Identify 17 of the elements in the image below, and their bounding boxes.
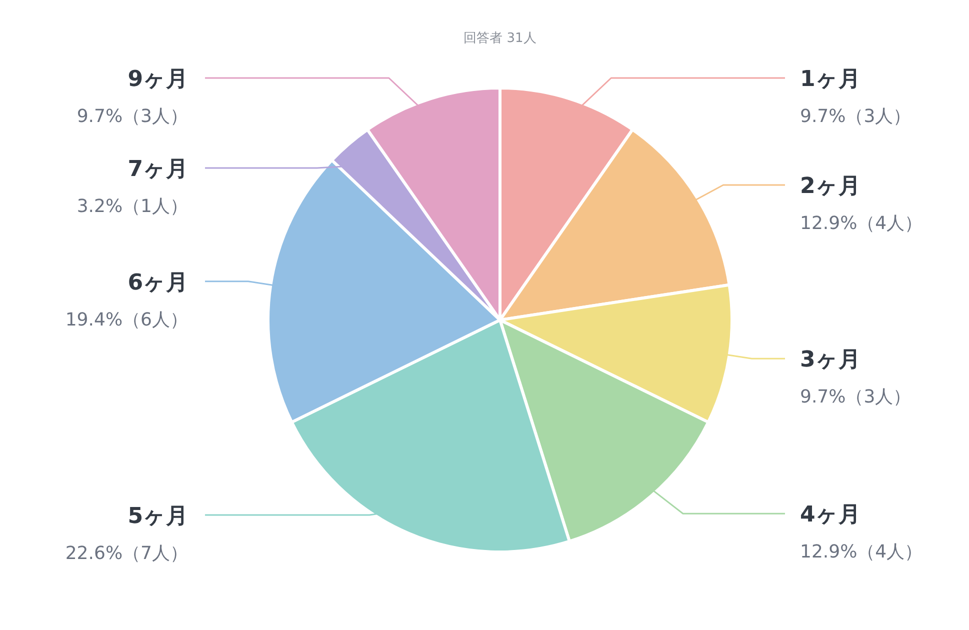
- chart-title: 回答者 31人: [464, 31, 536, 46]
- slice-label: 9ヶ月: [128, 67, 188, 92]
- slice-label: 4ヶ月: [800, 502, 860, 528]
- slice-label: 5ヶ月: [128, 504, 188, 529]
- data-label: 12.9%（4人）: [800, 213, 923, 234]
- data-label: 9.7%（3人）: [800, 386, 912, 408]
- data-label: 22.6%（7人）: [65, 543, 188, 564]
- data-label: 3.2%（1人）: [76, 196, 188, 217]
- slice-label: 3ヶ月: [800, 348, 860, 373]
- data-label: 9.7%（3人）: [800, 106, 912, 127]
- slice-label: 7ヶ月: [128, 157, 188, 182]
- slice-label: 1ヶ月: [800, 67, 860, 92]
- data-label: 9.7%（3人）: [76, 106, 188, 127]
- slice-label: 2ヶ月: [800, 174, 860, 200]
- slice-label: 6ヶ月: [128, 270, 188, 296]
- data-label: 19.4%（6人）: [65, 309, 188, 330]
- data-label: 12.9%（4人）: [800, 542, 923, 563]
